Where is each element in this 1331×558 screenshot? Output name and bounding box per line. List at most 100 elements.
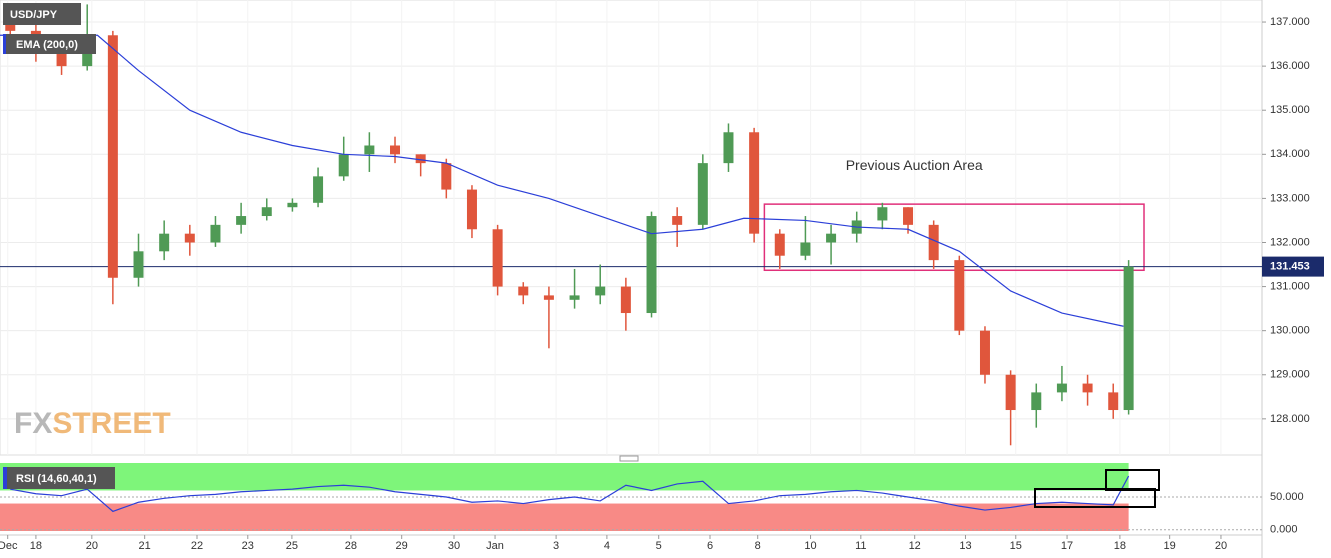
y-tick-label: 132.000 bbox=[1270, 236, 1310, 248]
x-tick-label: 4 bbox=[604, 540, 610, 552]
candle-body bbox=[774, 233, 785, 256]
x-tick-label: 23 bbox=[242, 540, 254, 552]
rsi-tick-label: 0.000 bbox=[1270, 524, 1298, 536]
candle-body bbox=[1108, 392, 1119, 411]
candle-body bbox=[697, 163, 708, 225]
x-tick-label: 18 bbox=[1114, 540, 1126, 552]
watermark: FXSTREET bbox=[14, 407, 171, 440]
x-tick-label: 21 bbox=[139, 540, 151, 552]
candle-body bbox=[749, 132, 760, 234]
legend-box bbox=[3, 467, 115, 489]
candle-body bbox=[56, 52, 67, 67]
candle-body bbox=[210, 224, 221, 243]
y-tick-label: 129.000 bbox=[1270, 369, 1310, 381]
legend-symbol: USD/JPY bbox=[10, 9, 58, 21]
legend-rsi: RSI (14,60,40,1) bbox=[16, 473, 97, 485]
x-tick-label: 25 bbox=[286, 540, 298, 552]
x-tick-label: Dec bbox=[0, 540, 18, 552]
candle-body bbox=[133, 251, 144, 278]
candle-body bbox=[723, 132, 734, 164]
watermark-street: STREET bbox=[52, 407, 170, 440]
legend-box bbox=[3, 3, 81, 25]
candle-body bbox=[415, 154, 426, 164]
main-panel bbox=[0, 0, 1263, 456]
y-tick-label: 133.000 bbox=[1270, 192, 1310, 204]
legend-swatch bbox=[3, 34, 6, 54]
x-tick-label: 30 bbox=[448, 540, 460, 552]
rsi-annotation-box bbox=[1034, 488, 1156, 508]
x-tick-label: 20 bbox=[86, 540, 98, 552]
candle-body bbox=[672, 216, 683, 225]
candle-body bbox=[928, 224, 939, 261]
rsi-upper-zone bbox=[0, 463, 1129, 491]
candle-body bbox=[1031, 392, 1042, 411]
candle-body bbox=[954, 260, 965, 331]
candle-body bbox=[5, 22, 16, 31]
x-tick-label: 19 bbox=[1164, 540, 1176, 552]
candle-body bbox=[441, 163, 452, 190]
x-tick-label: 8 bbox=[755, 540, 761, 552]
x-tick-label: 15 bbox=[1010, 540, 1022, 552]
x-tick-label: 11 bbox=[855, 540, 866, 552]
candle-body bbox=[518, 286, 529, 296]
y-tick-label: 134.000 bbox=[1270, 148, 1310, 160]
candle-body bbox=[543, 295, 554, 300]
candle-body bbox=[107, 35, 118, 278]
panel-resizer bbox=[619, 455, 639, 462]
x-tick-label: 20 bbox=[1215, 540, 1227, 552]
x-tick-label: 13 bbox=[959, 540, 971, 552]
annotation-box bbox=[763, 203, 1145, 272]
candle-body bbox=[287, 202, 298, 208]
candle-body bbox=[261, 207, 272, 217]
x-tick-label: 6 bbox=[707, 540, 713, 552]
candle-body bbox=[1005, 374, 1016, 411]
candle-body bbox=[826, 233, 837, 243]
candle-body bbox=[364, 145, 375, 155]
candle-body bbox=[877, 207, 888, 221]
annotation-text: Previous Auction Area bbox=[846, 157, 983, 173]
y-tick-label: 135.000 bbox=[1270, 104, 1310, 116]
rsi-layer: 50.000 0.000 bbox=[0, 463, 1304, 536]
rsi-tick-label: 50.000 bbox=[1270, 491, 1304, 503]
x-tick-label: 22 bbox=[191, 540, 203, 552]
y-tick-label: 128.000 bbox=[1270, 413, 1310, 425]
x-tick-label: 28 bbox=[345, 540, 357, 552]
candle-body bbox=[1123, 266, 1134, 411]
x-tick-label: 12 bbox=[909, 540, 921, 552]
candle-body bbox=[492, 229, 503, 287]
candle-body bbox=[184, 233, 195, 243]
y-tick-label: 131.000 bbox=[1270, 280, 1310, 292]
candle-body bbox=[569, 295, 580, 300]
candle-body bbox=[159, 233, 170, 252]
legend-swatch bbox=[3, 467, 7, 489]
candle-body bbox=[979, 330, 990, 375]
x-tick-label: 17 bbox=[1061, 540, 1073, 552]
legend-ema: EMA (200,0) bbox=[16, 39, 78, 51]
candle-body bbox=[800, 242, 811, 256]
candle-body bbox=[313, 176, 324, 203]
last-price-label: 131.453 bbox=[1270, 261, 1310, 273]
candle-body bbox=[620, 286, 631, 314]
candle-body bbox=[236, 216, 247, 225]
candle-body bbox=[338, 154, 349, 177]
y-tick-label: 137.000 bbox=[1270, 16, 1310, 28]
x-tick-label: 29 bbox=[396, 540, 408, 552]
candle-body bbox=[595, 286, 606, 296]
ema-line bbox=[0, 34, 1124, 327]
x-tick-label: 3 bbox=[553, 540, 559, 552]
candle-body bbox=[903, 207, 914, 225]
candle-body bbox=[390, 145, 401, 155]
x-tick-label: Jan bbox=[486, 540, 504, 552]
rsi-line bbox=[10, 475, 1130, 513]
x-tick-label: 18 bbox=[30, 540, 42, 552]
candle-body bbox=[646, 216, 657, 314]
candle-body bbox=[1082, 383, 1093, 393]
rsi-lower-zone bbox=[0, 503, 1129, 531]
y-tick-label: 136.000 bbox=[1270, 60, 1310, 72]
candle-body bbox=[1056, 383, 1067, 393]
last-price-box bbox=[1262, 256, 1324, 277]
x-tick-label: 10 bbox=[804, 540, 816, 552]
watermark-fx: FX bbox=[14, 407, 52, 440]
legend-box bbox=[3, 34, 96, 54]
